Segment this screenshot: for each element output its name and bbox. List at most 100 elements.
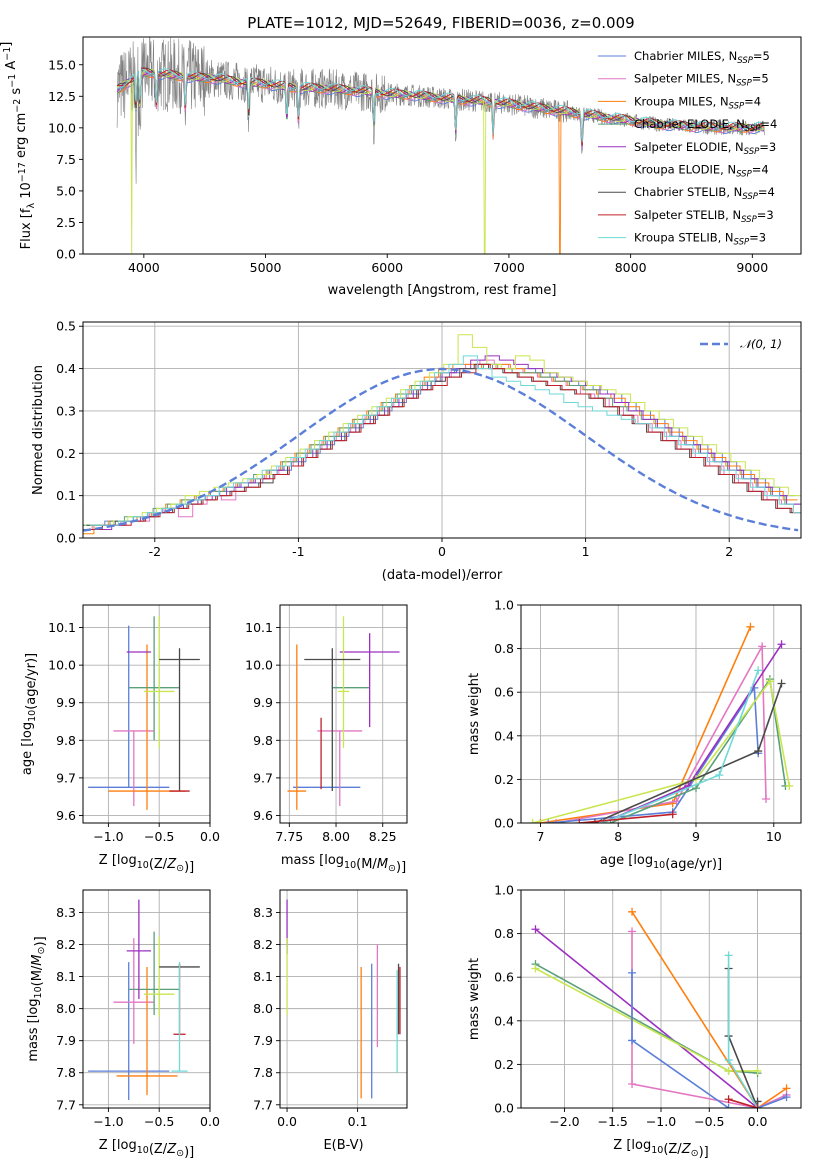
age_vs_Z-frame [82, 604, 211, 824]
age_vs_Z-xtick-label: −1.0 [93, 829, 123, 844]
massweight_vs_Z-series-line [631, 911, 787, 1108]
massweight_vs_age-point-marker [668, 810, 677, 819]
massweight_vs_age-point-marker [590, 819, 599, 823]
age_vs_mass-ticks: 7.75 8.00 8.25 9.6 9.7 9.8 9.9 10.0 10.1 [245, 620, 396, 844]
age-vs-mass-xlabel: mass [log10(M/M⊙)] [281, 853, 406, 875]
age_vs_mass-xtick-label: 7.75 [275, 829, 303, 844]
residuals-xtick-label: -1 [292, 544, 304, 559]
spectrum-ytick-label: 5.0 [56, 183, 76, 198]
residual-histogram [88, 363, 801, 530]
massweight_vs_Z-point-marker [724, 1066, 733, 1075]
spectrum-panel: 4000 5000 6000 7000 8000 9000 0.0 2.5 5.0 7.5 10.0… [48, 36, 802, 275]
residuals-ytick-label: 0.4 [56, 361, 76, 376]
age_vs_mass-marks [287, 616, 400, 810]
mass_vs_EBV-marks [286, 899, 401, 1099]
residuals-panel: -2 -1 0 1 2 0.0 0.1 0.2 0.3 0.4 0.5 𝒩(0, 1) [56, 319, 802, 559]
massweight_vs_age-series-line [532, 679, 791, 823]
mass_vs_Z-panel: −1.0 −0.5 0.0 7.7 7.8 7.9 8.0 8.1 8.2 8.3 [56, 889, 220, 1129]
spectrum-ticks: 4000 5000 6000 7000 8000 9000 0.0 2.5 5.0 7.5 10.0… [48, 57, 768, 275]
massweight_vs_Z-point-marker [628, 927, 637, 936]
massweight_vs_Z-point-marker [628, 907, 637, 916]
massweight_vs_Z-ytick-label: 0.0 [494, 1101, 514, 1116]
massweight_vs_age-ytick-label: 0.4 [494, 728, 514, 743]
massweight_vs_Z-ylabel: mass weight [467, 958, 482, 1040]
mass_vs_EBV-frame [279, 889, 408, 1109]
residuals-frame [82, 321, 802, 539]
massweight_vs_age-ytick-label: 0.0 [494, 816, 514, 831]
spectrum-ytick-label: 0.0 [56, 247, 76, 262]
massweight_vs_Z-ticks: −2.0 −1.5 −1.0 −0.5 0.0 0.0 0.2 0.4 0.6 0.8 1.0 [494, 883, 767, 1130]
massweight_vs_age-point-marker [754, 747, 763, 756]
massweight_vs_Z-point-marker [724, 951, 733, 960]
residuals-xtick-label: 0 [438, 544, 446, 559]
massweight_vs_Z-series-line [728, 1098, 758, 1108]
massweight_vs_age-series-line [555, 643, 767, 823]
spectrum-legend-label: Chabrier MILES, NSSP=5 [634, 49, 770, 66]
massweight_vs_Z-point-marker [628, 1036, 637, 1045]
age_vs_Z-ytick-label: 9.6 [56, 808, 76, 823]
massweight_vs_Z-xtick-label: −2.0 [549, 1114, 579, 1129]
massweight_vs_age-point-marker [715, 771, 724, 780]
massweight_vs_age-xtick-label: 10 [766, 829, 782, 844]
residuals-ytick-label: 0.0 [56, 531, 76, 546]
spectrum-legend-label: Chabrier STELIB, NSSP=4 [634, 185, 775, 202]
massweight_vs_Z-point-marker [724, 1056, 733, 1065]
massweight_vs_age-ticks: 7 8 9 10 0.0 0.2 0.4 0.6 0.8 1.0 [494, 598, 782, 845]
age_vs_mass-ytick-label: 9.7 [253, 770, 273, 785]
massweight_vs_Z-ytick-label: 0.2 [494, 1057, 514, 1072]
mass_vs_Z-ytick-label: 8.1 [56, 969, 76, 984]
massweight_vs_age-ytick-label: 0.2 [494, 772, 514, 787]
mass_vs_EBV-ytick-label: 7.7 [253, 1097, 273, 1112]
massweight_vs_age-xlabel: age [log10(age/yr)] [600, 853, 722, 872]
massweight_vs_age-marks [528, 622, 794, 823]
massweight_vs_Z-point-marker [724, 1104, 733, 1108]
spectrum-ylabel: Flux [fλ 10−17 erg cm−2 s−1 A−1] [0, 42, 37, 250]
massweight_vs_age-panel: 7 8 9 10 0.0 0.2 0.4 0.6 0.8 1.0 [494, 598, 802, 845]
spectrum-legend-label: Salpeter STELIB, NSSP=3 [634, 208, 774, 225]
spectrum-xtick-label: 9000 [736, 260, 768, 275]
residuals-xtick-label: -2 [149, 544, 161, 559]
residuals-xtick-label: 2 [725, 544, 733, 559]
massweight_vs_Z-ytick-label: 0.4 [494, 1013, 514, 1028]
massweight_vs_age-ylabel: mass weight [467, 673, 482, 755]
residuals-marks [83, 334, 801, 535]
spectrum-ytick-label: 15.0 [48, 57, 76, 72]
mass_vs_Z-xtick-label: −0.5 [144, 1114, 174, 1129]
residual-histogram [89, 355, 801, 526]
mass_vs_Z-marks [88, 899, 200, 1100]
massweight_vs_Z-xtick-label: −0.5 [694, 1114, 724, 1129]
age_vs_mass-ytick-label: 10.1 [245, 620, 273, 635]
massweight_vs_Z-marks [531, 907, 791, 1108]
age_vs_Z-ytick-label: 9.9 [56, 695, 76, 710]
massweight_vs_Z-ytick-label: 0.6 [494, 970, 514, 985]
mass-vs-ebv-xlabel: E(B-V) [323, 1138, 363, 1153]
massweight_vs_age-point-marker [746, 622, 755, 631]
massweight_vs_age-ytick-label: 0.6 [494, 685, 514, 700]
spectrum-legend-label: Salpeter ELODIE, NSSP=3 [634, 140, 776, 157]
massweight_vs_age-ytick-label: 0.8 [494, 641, 514, 656]
massweight_vs_Z-point-marker [531, 925, 540, 934]
spectrum-ytick-label: 10.0 [48, 120, 76, 135]
massweight_vs_age-point-marker [765, 677, 774, 686]
residuals-ytick-label: 0.5 [56, 319, 76, 334]
mass_vs_EBV-ytick-label: 8.3 [253, 905, 273, 920]
massweight_vs_age-xtick-label: 9 [692, 829, 700, 844]
massweight_vs_Z-point-marker [628, 968, 637, 977]
mass_vs_Z-ytick-label: 7.7 [56, 1097, 76, 1112]
massweight_vs_Z-point-marker [531, 964, 540, 973]
age_vs_mass-frame [279, 604, 408, 824]
massweight_vs_age-point-marker [777, 679, 786, 688]
figure-title: PLATE=1012, MJD=52649, FIBERID=0036, z=0… [247, 14, 634, 32]
mass_vs_Z-ytick-label: 8.3 [56, 905, 76, 920]
gaussian-reference-curve [83, 367, 799, 532]
residuals-ytick-label: 0.3 [56, 403, 76, 418]
mass_vs_Z-ticks: −1.0 −0.5 0.0 7.7 7.8 7.9 8.0 8.1 8.2 8.3 [56, 905, 220, 1129]
massweight_vs_age-background [521, 605, 801, 823]
massweight_vs_Z-ytick-label: 0.8 [494, 926, 514, 941]
massweight_vs_Z-xlabel: Z [log10(Z/Z⊙)] [613, 1138, 708, 1160]
mass_vs_Z-ytick-label: 7.8 [56, 1065, 76, 1080]
massweight_vs_age-ytick-label: 1.0 [494, 598, 514, 613]
mass_vs_EBV-ytick-label: 8.0 [253, 1001, 273, 1016]
